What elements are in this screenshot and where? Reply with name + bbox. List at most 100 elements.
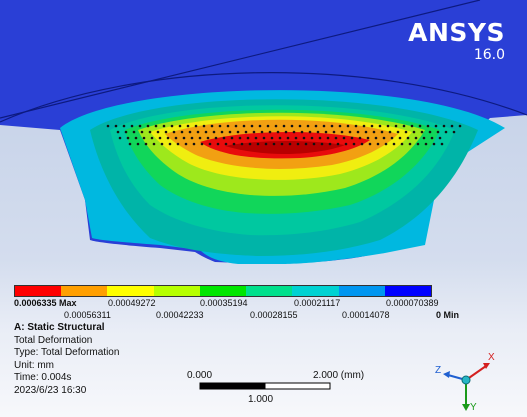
mesh-node-dot (350, 136, 354, 140)
y-axis-label: Y (470, 402, 477, 413)
mesh-node-dot (388, 130, 392, 134)
mesh-node-dot (224, 142, 228, 146)
scale-right-label: 2.000 (mm) (313, 370, 365, 381)
mesh-node-dot (130, 124, 134, 128)
mesh-node-dot (450, 124, 454, 128)
mesh-node-dot (168, 142, 172, 146)
mesh-node-dot (414, 136, 418, 140)
mesh-node-dot (438, 136, 442, 140)
mesh-node-dot (452, 130, 456, 134)
mesh-node-dot (318, 136, 322, 140)
mesh-node-dot (206, 136, 210, 140)
mesh-node-dot (444, 130, 448, 134)
mesh-node-dot (320, 142, 324, 146)
mesh-node-dot (326, 136, 330, 140)
mesh-node-dot (308, 130, 312, 134)
mesh-node-dot (156, 130, 160, 134)
legend-label-top-1: 0.00049272 (108, 298, 156, 308)
mesh-node-dot (166, 136, 170, 140)
mesh-node-dot (366, 136, 370, 140)
mesh-node-dot (368, 142, 372, 146)
mesh-node-dot (440, 142, 444, 146)
mesh-node-dot (340, 130, 344, 134)
mesh-node-dot (238, 136, 242, 140)
mesh-node-dot (306, 124, 310, 128)
mesh-node-dot (396, 130, 400, 134)
mesh-node-dot (390, 136, 394, 140)
mesh-node-dot (160, 142, 164, 146)
mesh-node-dot (288, 142, 292, 146)
mesh-node-dot (354, 124, 358, 128)
mesh-node-dot (268, 130, 272, 134)
mesh-node-dot (138, 124, 142, 128)
mesh-node-dot (406, 136, 410, 140)
mesh-node-dot (132, 130, 136, 134)
result-date: 2023/6/23 16:30 (14, 384, 87, 396)
mesh-node-dot (372, 130, 376, 134)
mesh-node-dot (424, 142, 428, 146)
brand-name: ANSYS (408, 18, 505, 47)
mesh-node-dot (126, 136, 130, 140)
mesh-node-dot (322, 124, 326, 128)
mesh-node-dot (198, 136, 202, 140)
mesh-node-dot (358, 136, 362, 140)
mesh-node-dot (360, 142, 364, 146)
coordinate-triad[interactable]: X Y Z (430, 348, 510, 414)
mesh-node-dot (252, 130, 256, 134)
mesh-node-dot (218, 124, 222, 128)
mesh-node-dot (374, 136, 378, 140)
mesh-node-dot (170, 124, 174, 128)
mesh-node-dot (242, 124, 246, 128)
mesh-node-dot (378, 124, 382, 128)
mesh-node-dot (202, 124, 206, 128)
mesh-node-dot (410, 124, 414, 128)
mesh-node-dot (404, 130, 408, 134)
mesh-node-dot (128, 142, 132, 146)
legend-label-bottom-4: 0 Min (436, 310, 460, 320)
result-time: Time: 0.004s (14, 372, 72, 384)
brand-version: 16.0 (473, 47, 505, 63)
legend-label-top-4: 0.000070389 (386, 298, 439, 308)
mesh-node-dot (346, 124, 350, 128)
mesh-node-dot (298, 124, 302, 128)
mesh-node-dot (274, 124, 278, 128)
mesh-node-dot (420, 130, 424, 134)
legend-label-top-2: 0.00035194 (200, 298, 248, 308)
mesh-node-dot (152, 142, 156, 146)
mesh-node-dot (418, 124, 422, 128)
mesh-node-dot (158, 136, 162, 140)
mesh-node-dot (184, 142, 188, 146)
mesh-node-dot (398, 136, 402, 140)
result-unit: Unit: mm (14, 359, 54, 371)
mesh-node-dot (214, 136, 218, 140)
dome-outline (0, 72, 527, 123)
mesh-node-dot (240, 142, 244, 146)
mesh-node-dot (122, 124, 126, 128)
mesh-node-dot (226, 124, 230, 128)
mesh-node-dot (276, 130, 280, 134)
mesh-node-dot (344, 142, 348, 146)
mesh-node-dot (222, 136, 226, 140)
mesh-node-dot (400, 142, 404, 146)
mesh-node-dot (352, 142, 356, 146)
mesh-node-dot (106, 124, 110, 128)
mesh-node-dot (428, 130, 432, 134)
mesh-node-dot (236, 130, 240, 134)
analysis-title: A: Static Structural (14, 322, 105, 333)
legend-swatch-1 (61, 286, 108, 296)
mesh-node-dot (212, 130, 216, 134)
mesh-node-dot (430, 136, 434, 140)
mesh-node-dot (376, 142, 380, 146)
mesh-node-dot (216, 142, 220, 146)
mesh-node-dot (230, 136, 234, 140)
mesh-node-dot (196, 130, 200, 134)
legend-swatch-6 (292, 286, 339, 296)
legend-label-bottom-2: 0.00028155 (250, 310, 298, 320)
mesh-node-dot (266, 124, 270, 128)
legend-swatch-8 (384, 286, 431, 296)
result-type: Type: Total Deformation (14, 347, 120, 359)
mesh-node-dot (328, 142, 332, 146)
mesh-node-dot (278, 136, 282, 140)
